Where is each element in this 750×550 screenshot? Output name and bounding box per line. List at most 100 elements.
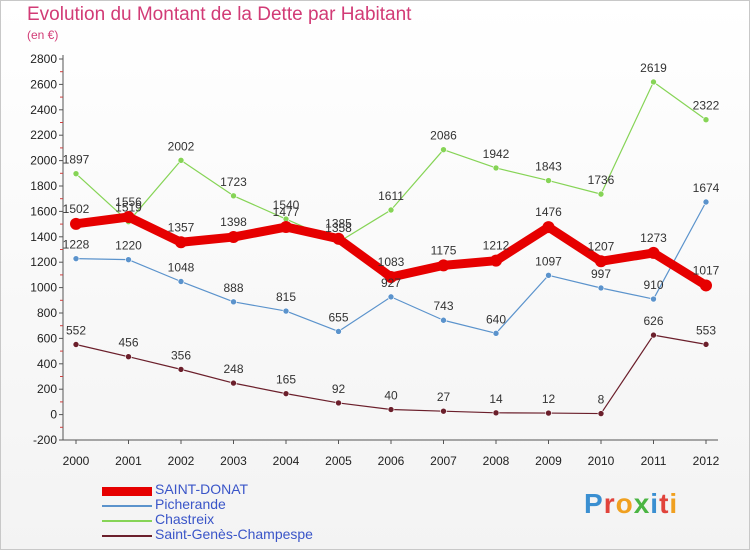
proxiti-logo: Proxiti <box>584 488 678 520</box>
data-label-chastreix: 2002 <box>168 139 195 153</box>
point-saint-donat <box>437 259 450 272</box>
logo-letter: i <box>669 488 679 519</box>
data-label-saint-donat: 1273 <box>640 231 667 245</box>
y-tick-label: 2400 <box>30 103 57 117</box>
point-saint-donat <box>542 221 555 234</box>
data-label-saint-gen-s-champespe: 12 <box>542 392 556 406</box>
x-tick-label: 2009 <box>535 454 562 468</box>
point-saint-gen-s-champespe <box>177 366 185 373</box>
point-picherande <box>545 271 552 279</box>
point-saint-gen-s-champespe <box>440 407 447 415</box>
axes: -200 0 200 400 600 800 1000 1200 1400 1600 1800 200… <box>30 52 719 468</box>
point-picherande <box>230 298 237 306</box>
point-chastreix <box>72 170 80 177</box>
data-label-picherande: 815 <box>276 290 296 304</box>
data-label-saint-donat: 1502 <box>63 202 90 216</box>
data-label-saint-gen-s-champespe: 626 <box>643 314 663 328</box>
data-label-saint-gen-s-champespe: 553 <box>696 323 716 337</box>
logo-letter: i <box>650 488 660 519</box>
point-saint-gen-s-champespe <box>125 353 132 360</box>
legend-swatch-chastreix <box>102 520 152 522</box>
point-saint-donat <box>227 231 240 244</box>
y-tick-label: 2800 <box>30 52 57 66</box>
data-label-chastreix: 1942 <box>483 147 510 161</box>
point-picherande <box>387 293 395 301</box>
y-tick-label: 400 <box>37 357 57 371</box>
point-saint-gen-s-champespe <box>230 379 237 387</box>
data-label-saint-gen-s-champespe: 8 <box>598 393 605 407</box>
x-tick-label: 2001 <box>115 454 142 468</box>
x-tick-label: 2003 <box>220 454 247 468</box>
data-label-saint-donat: 1398 <box>220 215 247 229</box>
y-tick-label: 1800 <box>30 179 57 193</box>
data-label-picherande: 1048 <box>168 261 195 275</box>
data-label-saint-donat: 1083 <box>378 255 405 269</box>
y-tick-label: 600 <box>37 331 57 345</box>
point-picherande <box>702 198 710 206</box>
point-saint-donat <box>332 232 345 245</box>
data-label-picherande: 655 <box>328 310 348 324</box>
data-label-chastreix: 1843 <box>535 160 562 174</box>
x-tick-label: 2005 <box>325 454 352 468</box>
point-picherande <box>440 316 447 324</box>
data-label-picherande: 1097 <box>535 254 562 268</box>
point-chastreix <box>440 146 447 153</box>
point-saint-donat <box>490 254 502 267</box>
data-label-chastreix: 1358 <box>325 221 352 235</box>
point-saint-gen-s-champespe <box>387 406 395 413</box>
series-lines <box>70 78 712 417</box>
y-tick-label: 2000 <box>30 154 57 168</box>
x-tick-label: 2012 <box>693 454 720 468</box>
data-label-chastreix: 1723 <box>220 175 247 189</box>
data-label-picherande: 997 <box>591 267 611 281</box>
point-chastreix <box>230 192 237 200</box>
series-line-chastreix <box>75 81 707 243</box>
point-picherande <box>335 328 342 335</box>
point-chastreix <box>650 78 657 86</box>
y-tick-label: 1400 <box>30 230 57 244</box>
data-label-picherande: 927 <box>381 276 401 290</box>
data-label-picherande: 888 <box>223 281 243 295</box>
point-chastreix <box>702 116 710 124</box>
logo-letter: t <box>659 488 670 519</box>
y-tick-label: 800 <box>37 306 57 320</box>
data-label-chastreix: 1736 <box>588 173 615 187</box>
y-tick-label: 1000 <box>30 281 57 295</box>
data-label-picherande: 1220 <box>115 239 142 253</box>
point-saint-donat <box>700 279 712 292</box>
logo-letter: P <box>584 488 604 519</box>
data-label-picherande: 910 <box>643 278 663 292</box>
point-saint-gen-s-champespe <box>282 390 290 397</box>
y-tick-label: 0 <box>50 408 57 422</box>
y-tick-label: 2600 <box>30 77 57 91</box>
point-saint-donat <box>280 221 292 234</box>
point-saint-gen-s-champespe <box>650 331 657 339</box>
legend-label-chastreix: Chastreix <box>155 511 215 527</box>
data-label-saint-gen-s-champespe: 456 <box>118 336 138 350</box>
data-label-chastreix: 2619 <box>640 61 667 75</box>
point-saint-gen-s-champespe <box>492 409 500 417</box>
data-label-saint-gen-s-champespe: 40 <box>384 389 398 403</box>
data-label-picherande: 1228 <box>63 238 90 252</box>
logo-letter: r <box>603 488 616 519</box>
data-label-saint-gen-s-champespe: 27 <box>437 390 451 404</box>
data-label-picherande: 640 <box>486 312 506 326</box>
data-label-chastreix: 1897 <box>63 153 90 167</box>
y-tick-label: -200 <box>33 433 57 447</box>
logo-letter: x <box>633 488 651 519</box>
point-picherande <box>650 295 657 303</box>
point-chastreix <box>387 206 395 214</box>
data-label-saint-donat: 1476 <box>535 205 562 219</box>
data-label-saint-donat: 1385 <box>325 217 352 231</box>
point-picherande <box>282 307 290 315</box>
data-label-saint-donat: 1017 <box>693 263 720 277</box>
point-picherande <box>597 284 605 292</box>
data-labels: 552 456 356 248 165 92 40 27 14 12 8 626 553 1228 1220… <box>63 61 720 407</box>
data-label-saint-donat: 1357 <box>168 220 195 234</box>
y-tick-label: 200 <box>37 382 57 396</box>
x-tick-label: 2010 <box>588 454 615 468</box>
point-picherande <box>72 255 80 262</box>
data-label-saint-donat: 1175 <box>431 243 457 257</box>
data-label-saint-donat: 1212 <box>483 239 510 253</box>
point-saint-donat <box>385 271 397 284</box>
